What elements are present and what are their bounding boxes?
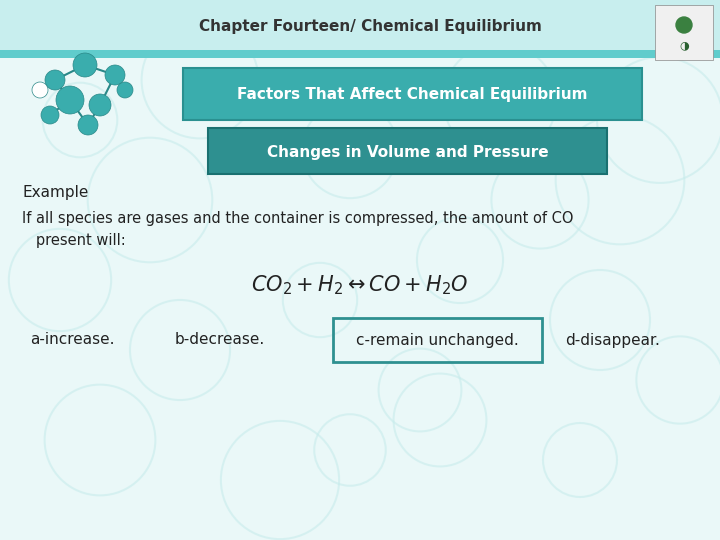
Circle shape — [56, 86, 84, 114]
Text: present will:: present will: — [22, 233, 126, 247]
Bar — [655, 5, 713, 60]
Bar — [0, 0, 720, 58]
Circle shape — [117, 82, 133, 98]
Text: Example: Example — [22, 185, 89, 199]
Text: c-remain unchanged.: c-remain unchanged. — [356, 333, 519, 348]
Text: Chapter Fourteen/ Chemical Equilibrium: Chapter Fourteen/ Chemical Equilibrium — [199, 19, 541, 35]
Circle shape — [78, 115, 98, 135]
Text: ◑: ◑ — [679, 40, 689, 50]
Circle shape — [73, 53, 97, 77]
Text: Factors That Affect Chemical Equilibrium: Factors That Affect Chemical Equilibrium — [238, 87, 588, 103]
Circle shape — [89, 94, 111, 116]
Text: a-increase.: a-increase. — [30, 333, 114, 348]
Text: Changes in Volume and Pressure: Changes in Volume and Pressure — [266, 145, 549, 159]
Circle shape — [41, 106, 59, 124]
Text: $CO_2 + H_2 \leftrightarrow CO + H_2O$: $CO_2 + H_2 \leftrightarrow CO + H_2O$ — [251, 273, 469, 297]
Text: d-disappear.: d-disappear. — [565, 333, 660, 348]
Bar — [0, 50, 720, 58]
Circle shape — [45, 70, 65, 90]
Circle shape — [105, 65, 125, 85]
Text: b-decrease.: b-decrease. — [175, 333, 265, 348]
FancyBboxPatch shape — [183, 68, 642, 120]
Circle shape — [32, 82, 48, 98]
FancyBboxPatch shape — [208, 128, 607, 174]
Text: If all species are gases and the container is compressed, the amount of CO: If all species are gases and the contain… — [22, 211, 574, 226]
Circle shape — [676, 17, 692, 33]
